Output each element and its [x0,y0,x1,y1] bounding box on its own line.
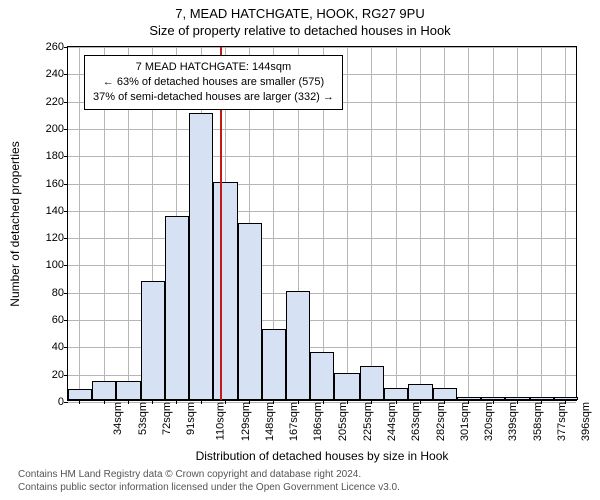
chart-title: 7, MEAD HATCHGATE, HOOK, RG27 9PU [0,0,600,23]
x-tick-label: 339sqm [507,402,519,441]
histogram-bar [384,388,408,400]
grid-line [68,211,576,212]
histogram-bar [505,397,529,400]
histogram-bar [262,329,286,400]
grid-line [468,47,469,400]
grid-line [541,47,542,400]
histogram-bar [530,397,554,400]
grid-line [444,47,445,400]
info-box-line: 37% of semi-detached houses are larger (… [93,90,334,105]
chart-subtitle: Size of property relative to detached ho… [0,23,600,40]
grid-line [68,47,576,48]
histogram-bar [310,352,334,400]
info-box-line: 7 MEAD HATCHGATE: 144sqm [93,60,334,75]
grid-line [68,238,576,239]
x-tick-label: 110sqm [215,402,227,440]
histogram-bar [165,216,189,400]
grid-line [420,47,421,400]
info-box: 7 MEAD HATCHGATE: 144sqm← 63% of detache… [84,55,343,110]
x-tick-label: 358sqm [532,402,544,441]
x-tick-label: 53sqm [137,402,149,435]
grid-line [68,265,576,266]
x-axis-label: Distribution of detached houses by size … [196,449,449,463]
histogram-bar [554,397,578,400]
grid-line [517,47,518,400]
x-tick-label: 396sqm [580,402,592,441]
footer-attribution: Contains HM Land Registry data © Crown c… [18,468,400,494]
info-box-line: ← 63% of detached houses are smaller (57… [93,75,334,90]
y-axis-label: Number of detached properties [8,141,22,306]
x-tick-label: 320sqm [483,402,495,441]
grid-line [68,129,576,130]
x-tick-label: 263sqm [411,402,423,441]
x-tick-label: 129sqm [240,402,252,441]
histogram-bar [481,397,505,400]
x-tick-label: 301sqm [459,402,471,441]
x-tick-label: 72sqm [161,402,173,435]
grid-line [396,47,397,400]
grid-line [79,47,80,400]
x-tick-label: 91sqm [185,402,197,435]
x-tick-label: 225sqm [362,402,374,441]
x-tick-label: 282sqm [435,402,447,441]
grid-line [347,47,348,400]
histogram-bar [92,381,116,400]
x-tick-label: 34sqm [113,402,125,435]
histogram-bar [238,223,262,401]
grid-line [371,47,372,400]
x-tick-label: 186sqm [312,402,324,441]
histogram-bar [457,397,481,400]
grid-line [493,47,494,400]
grid-line [565,47,566,400]
grid-line [68,184,576,185]
histogram-bar [189,113,213,400]
plot-area: 02040608010012014016018020022024026034sq… [67,46,577,401]
histogram-bar [68,389,92,400]
x-tick-label: 377sqm [556,402,568,441]
histogram-bar [286,291,310,400]
histogram-bar [360,366,384,400]
x-tick-label: 244sqm [386,402,398,441]
x-tick-label: 167sqm [288,402,300,441]
histogram-bar [213,182,237,400]
histogram-bar [433,388,457,400]
histogram-bar [141,281,165,400]
histogram-bar [334,373,360,400]
x-tick-label: 205sqm [337,402,349,441]
footer-line: Contains HM Land Registry data © Crown c… [18,468,400,481]
histogram-bar [116,381,140,400]
footer-line: Contains public sector information licen… [18,481,400,494]
x-tick-label: 148sqm [264,402,276,441]
grid-line [68,156,576,157]
histogram-bar [408,384,432,400]
